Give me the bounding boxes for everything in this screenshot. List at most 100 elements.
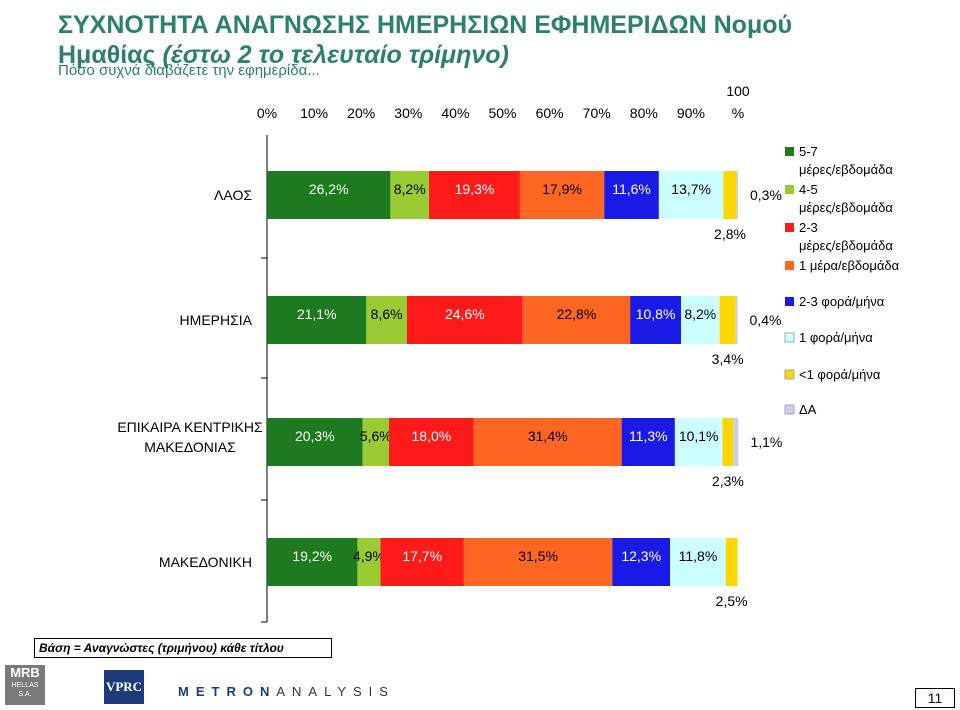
data-label: 3,4% <box>712 351 744 367</box>
x-tick-label: 60% <box>536 105 564 121</box>
data-label: 10,1% <box>679 428 719 444</box>
bar-segment <box>630 296 682 344</box>
legend-label: 5-7 <box>799 144 818 159</box>
category-label: ΛΑΟΣ <box>214 187 252 203</box>
bar-segment <box>733 418 739 466</box>
data-label: 4,9% <box>353 548 385 564</box>
legend-label: μέρες/εβδομάδα <box>799 200 893 215</box>
legend-label: 4-5 <box>799 182 818 197</box>
data-label: 18,0% <box>412 428 452 444</box>
bar-segment <box>674 418 723 466</box>
data-label: 2,8% <box>714 226 746 242</box>
title-line-1: ΣΥΧΝΟΤΗΤΑ ΑΝΑΓΝΩΣΗΣ ΗΜΕΡΗΣΙΩΝ ΕΦΗΜΕΡΙΔΩΝ… <box>58 11 793 39</box>
base-note: Βάση = Αναγνώστες (τριμήνου) κάθε τίτλου <box>34 638 332 658</box>
bar-segment <box>681 296 720 344</box>
data-label: 22,8% <box>557 306 597 322</box>
bar-segment <box>362 418 389 466</box>
title-line-2-italic: (έστω 2 το τελευταίο τρίμηνο) <box>162 41 509 69</box>
data-label: 11,6% <box>612 181 651 197</box>
data-label: 0,3% <box>750 187 782 203</box>
data-label: 19,3% <box>455 181 495 197</box>
data-label: 24,6% <box>445 306 485 322</box>
bar-segment <box>519 171 605 219</box>
bar-segment <box>670 538 726 586</box>
metron-analysis-logo: METRONANALYSIS <box>178 684 395 699</box>
data-label: 17,7% <box>402 548 442 564</box>
mrb-logo-text: MRB <box>10 665 40 680</box>
metron-logo-text: METRON <box>178 684 277 699</box>
data-label: 11,8% <box>679 548 718 564</box>
legend-swatch <box>785 261 794 270</box>
category-label: ΗΜΕΡΗΣΙΑ <box>180 312 253 328</box>
bar-segment <box>380 538 464 586</box>
x-tick-label: 0% <box>257 105 277 121</box>
legend-label: <1 φορά/μήνα <box>799 367 881 382</box>
bar-segment <box>388 418 474 466</box>
page-number: 11 <box>915 688 955 708</box>
bar-segment <box>735 296 738 344</box>
vprc-logo: VPRC <box>104 670 144 704</box>
legend-swatch <box>785 223 794 232</box>
bar-segment <box>621 418 675 466</box>
bar-segment <box>267 171 391 219</box>
data-label: 2,3% <box>712 473 744 489</box>
bar-segment <box>723 171 737 219</box>
x-tick-label: 80% <box>630 105 658 121</box>
legend-label: μέρες/εβδομάδα <box>799 162 893 177</box>
legend-label: 1 μέρα/εβδομάδα <box>799 258 900 273</box>
bar-segment <box>357 538 381 586</box>
x-tick-label: 50% <box>488 105 516 121</box>
legend-label: ΔΑ <box>799 402 817 417</box>
x-tick-label: 90% <box>677 105 705 121</box>
data-label: 20,3% <box>295 428 335 444</box>
title-line-2: Ημαθίας <box>58 41 156 69</box>
data-label: 8,2% <box>684 306 716 322</box>
bar-segment <box>725 538 738 586</box>
x-tick-label: 10% <box>300 105 328 121</box>
data-label: 2,5% <box>716 593 748 609</box>
bar-segment <box>719 296 736 344</box>
bar-segment <box>366 296 407 344</box>
legend-swatch <box>784 332 795 343</box>
bar-segment <box>736 171 738 219</box>
data-label: 8,6% <box>371 306 403 322</box>
bar-segment <box>267 418 363 466</box>
legend-label: 1 φορά/μήνα <box>799 330 873 345</box>
x-tick-label: % <box>732 105 744 121</box>
legend-swatch <box>784 404 795 415</box>
data-label: 1,1% <box>750 434 782 450</box>
legend-swatch <box>785 185 794 194</box>
x-tick-label: 30% <box>394 105 422 121</box>
x-tick-label: 100 <box>726 83 750 99</box>
x-tick-label: 20% <box>347 105 375 121</box>
legend-label: μέρες/εβδομάδα <box>799 238 893 253</box>
bar-segment <box>429 171 520 219</box>
mrb-logo: MRB HELLAS S.A. <box>5 665 45 705</box>
legend-label: 2-3 φορά/μήνα <box>799 294 885 309</box>
bar-segment <box>390 171 430 219</box>
data-label: 13,7% <box>671 181 711 197</box>
bar-segment <box>473 418 622 466</box>
legend-swatch <box>785 297 794 306</box>
legend-label: 2-3 <box>799 220 818 235</box>
bar-segment <box>604 171 659 219</box>
chart-subtitle: Πόσο συχνά διαβάζετε την εφημερίδα... <box>58 62 320 79</box>
bar-segment <box>463 538 613 586</box>
bar-segment <box>722 418 734 466</box>
category-label: ΜΑΚΕΔΟΝΙΚΗ <box>159 554 252 570</box>
stacked-bar-chart: 0% 10% 20% 30% 40% 50% 60% 70% 80% 90% 100% ΛΑΟΣ ΗΜΕ… <box>117 83 900 623</box>
data-label: 21,1% <box>297 306 337 322</box>
data-label: 0,4% <box>750 312 782 328</box>
bar-segment <box>267 296 367 344</box>
data-label: 31,4% <box>528 428 568 444</box>
legend-swatch <box>784 369 795 380</box>
data-label: 11,3% <box>629 428 668 444</box>
bar-segment <box>612 538 671 586</box>
x-tick-label: 70% <box>583 105 611 121</box>
bar-segment <box>406 296 523 344</box>
legend-swatch <box>785 147 794 156</box>
data-label: 17,9% <box>542 181 582 197</box>
bar-segment <box>522 296 631 344</box>
data-label: 10,8% <box>636 306 676 322</box>
category-label: ΕΠΙΚΑΙΡΑ ΚΕΝΤΡΙΚΗΣ <box>117 419 263 435</box>
